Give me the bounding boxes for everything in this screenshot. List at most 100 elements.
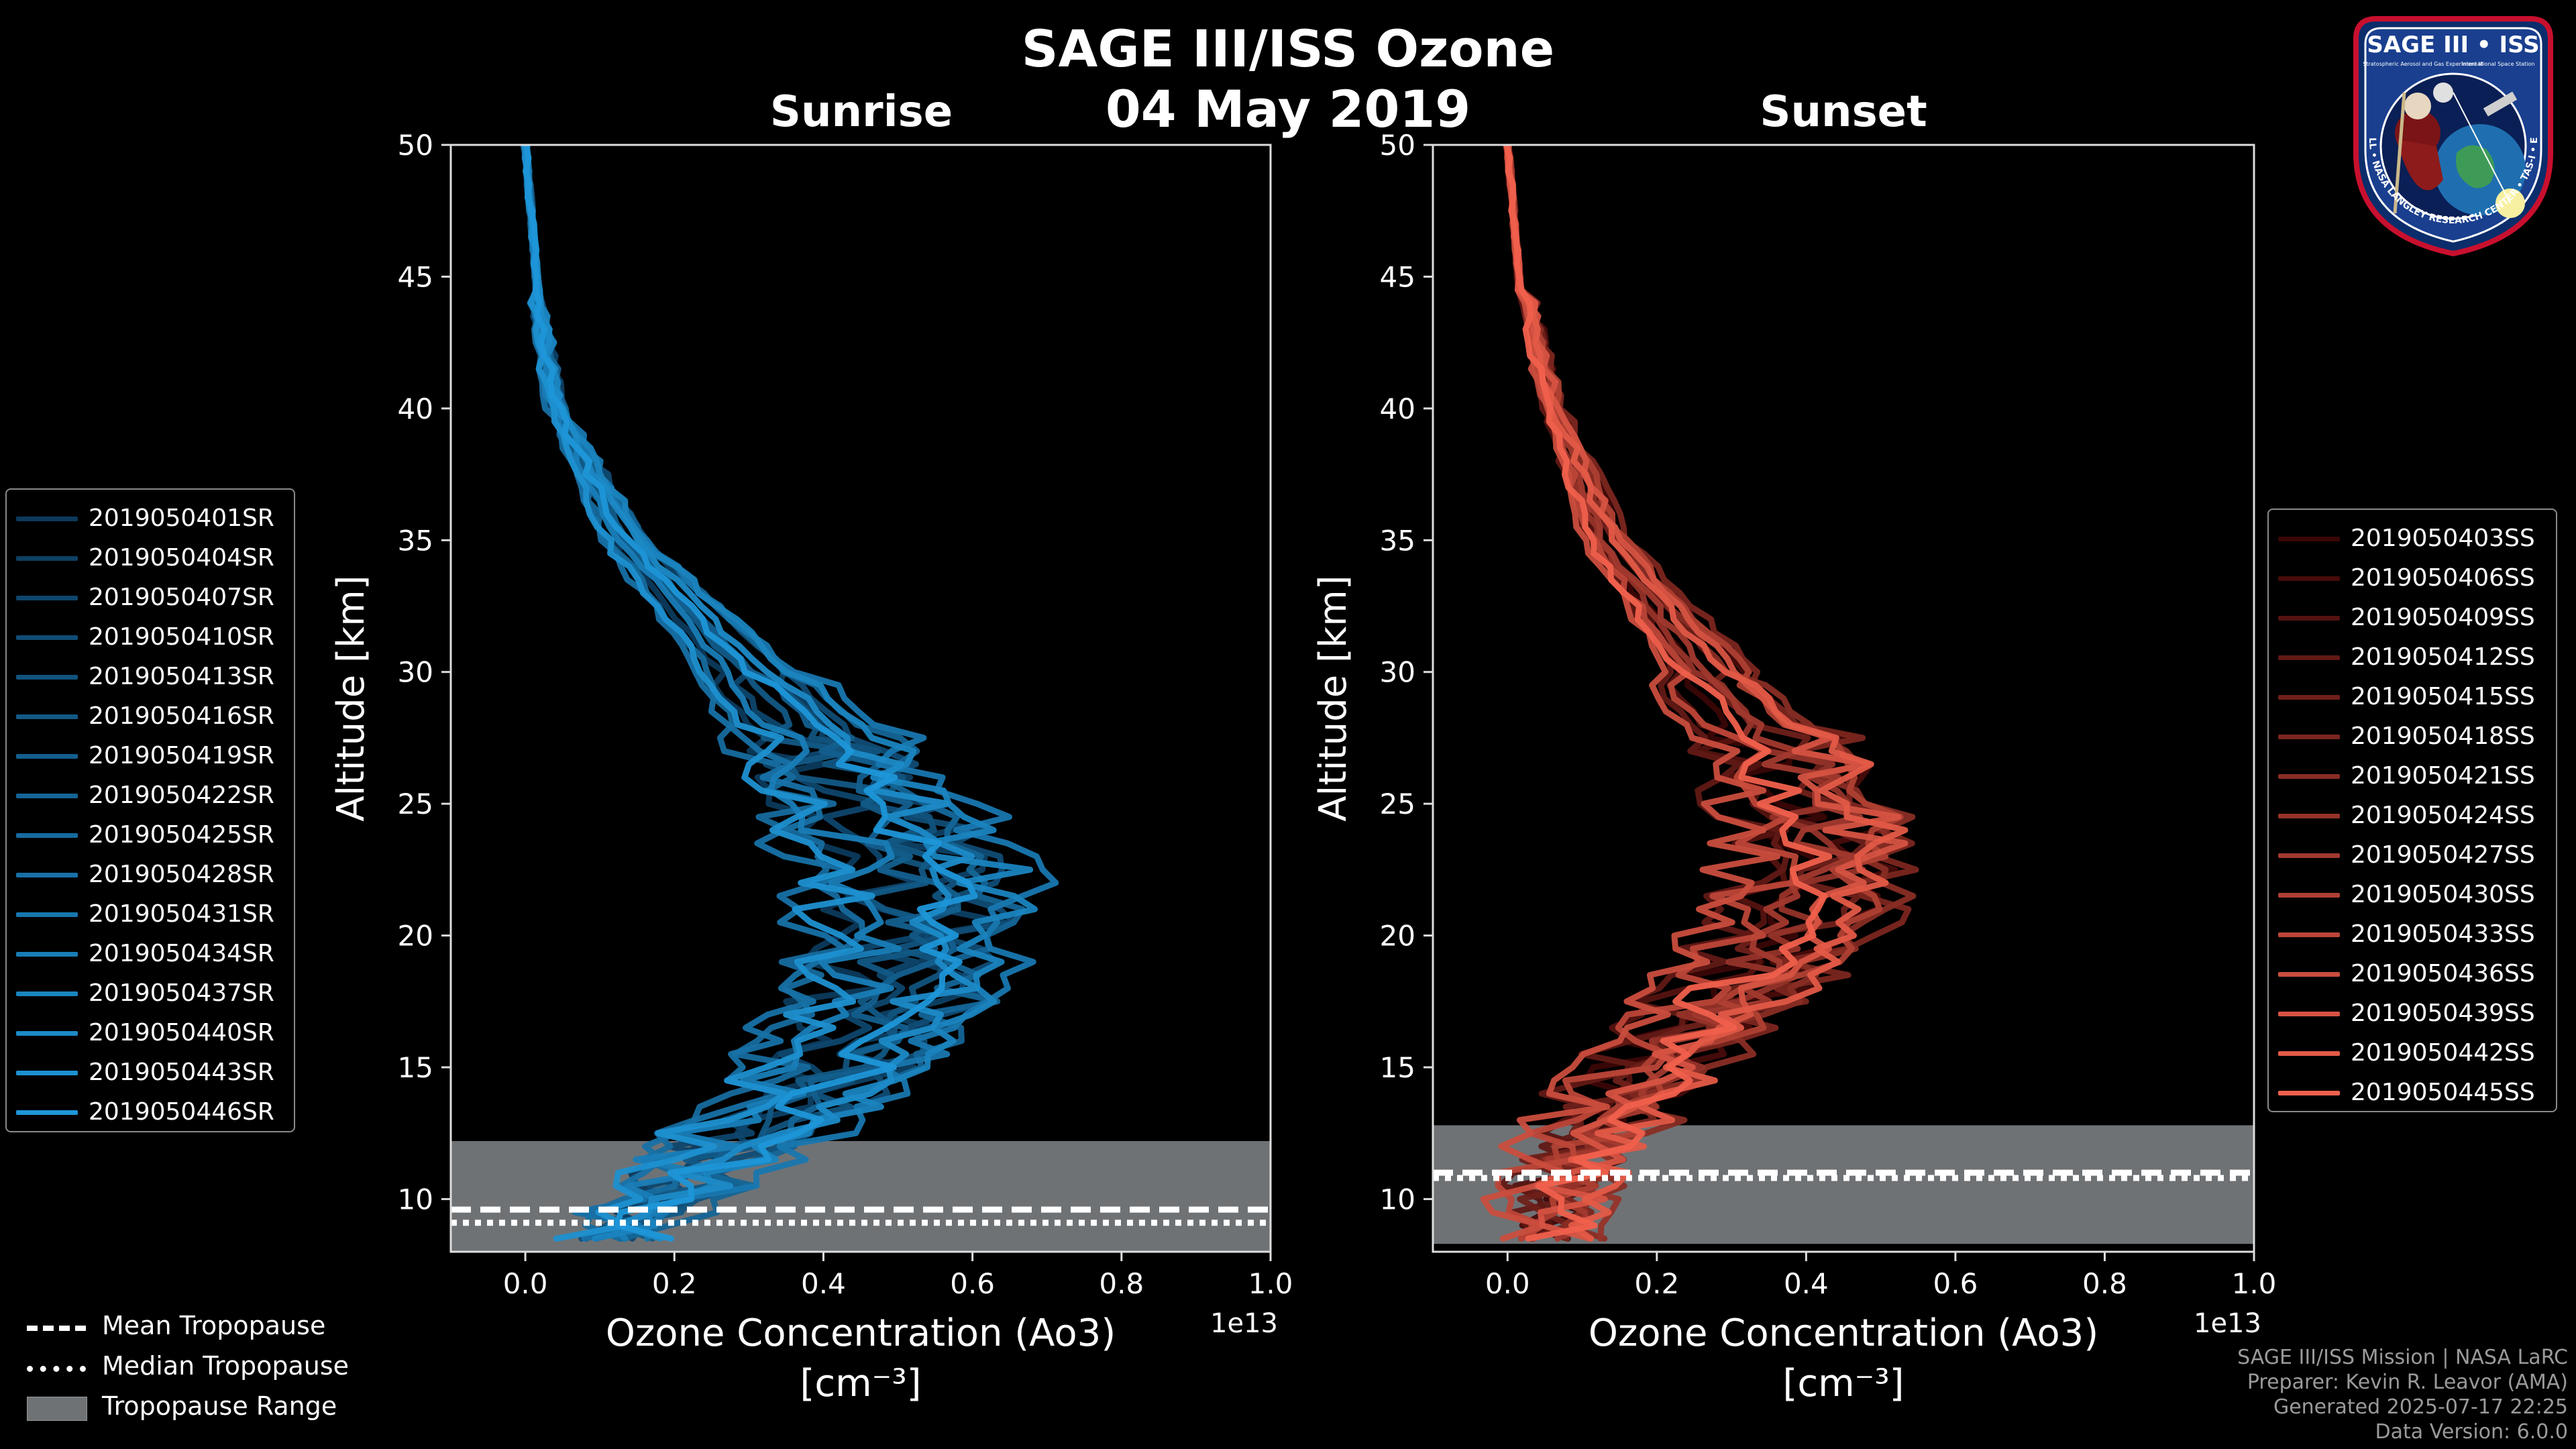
badge-partner: International Space Station (2462, 61, 2535, 67)
sunrise-profile-2019050443SR (521, 145, 875, 1242)
sunrise-legend-label: 2019050419SR (89, 742, 274, 769)
sunset-ytick-label: 45 (1380, 260, 1415, 293)
sunset-ytick-label: 30 (1380, 656, 1415, 689)
footer-version: Data Version: 6.0.0 (2375, 1420, 2568, 1444)
sunrise-xtick-label: 0.6 (950, 1267, 995, 1300)
sunrise-profile-2019050440SR (521, 145, 980, 1242)
sunrise-title: Sunrise (769, 87, 953, 137)
sunrise-legend-label: 2019050422SR (89, 782, 274, 809)
sunset-ylabel: Altitude [km] (1311, 575, 1355, 821)
main-date: 04 May 2019 (1105, 79, 1471, 139)
tropopause-legend: Mean Tropopause Median Tropopause Tropop… (20, 1308, 396, 1429)
sunrise-legend-swatch (16, 556, 78, 561)
sunrise-legend-label: 2019050428SR (89, 861, 274, 888)
sunset-legend-label: 2019050430SS (2351, 881, 2535, 908)
sunset-legend-label: 2019050418SS (2351, 722, 2535, 750)
sunset-legend-label: 2019050403SS (2351, 525, 2535, 552)
sunrise-legend-label: 2019050404SR (89, 544, 274, 572)
sunset-legend-label: 2019050406SS (2351, 564, 2535, 592)
sunrise-legend-swatch (16, 912, 78, 917)
sunset-xtick-label: 0.2 (1634, 1267, 1679, 1300)
footer-mission: SAGE III/ISS Mission | NASA LaRC (2237, 1346, 2568, 1369)
sunrise-xtick-label: 0.8 (1099, 1267, 1144, 1300)
footer-credits: SAGE III/ISS Mission | NASA LaRC Prepare… (2237, 1345, 2568, 1444)
sunrise-legend-label: 2019050416SR (89, 702, 274, 730)
sunrise-legend-swatch (16, 1031, 78, 1036)
sunset-legend-swatch (2278, 537, 2340, 541)
sunrise-ytick-label: 30 (398, 656, 433, 689)
sunset-x-multiplier: 1e13 (2194, 1308, 2261, 1339)
sunrise-ytick-label: 25 (398, 788, 433, 820)
sunrise-x-multiplier: 1e13 (1210, 1308, 1278, 1339)
sunrise-xtick-label: 0.0 (503, 1267, 548, 1300)
sunset-xtick-label: 0.4 (1784, 1267, 1829, 1300)
sunset-legend-swatch (2278, 972, 2340, 977)
sunset-ytick-label: 20 (1380, 920, 1415, 953)
mean-tropopause-label: Mean Tropopause (102, 1311, 326, 1340)
sage-mission-badge: SAGE III • ISS Stratospheric Aerosol and… (2343, 12, 2553, 257)
sunset-legend: 2019050403SS 2019050406SS 2019050409SS 2019… (2267, 508, 2557, 1112)
sunrise-ytick-label: 40 (398, 392, 433, 425)
sunrise-xlabel: Ozone Concentration (Ao3) (606, 1311, 1116, 1355)
main-title: SAGE III/ISS Ozone (1021, 19, 1555, 78)
sunrise-ylabel: Altitude [km] (329, 575, 373, 821)
sunset-profile-2019050409SS (1503, 145, 1790, 1242)
sunrise-legend-swatch (16, 1110, 78, 1115)
sunset-ytick-label: 40 (1380, 392, 1415, 425)
sunset-legend-swatch (2278, 695, 2340, 700)
sunrise-legend-swatch (16, 873, 78, 877)
sunset-legend-swatch (2278, 774, 2340, 779)
sunset-legend-swatch (2278, 1012, 2340, 1016)
sunrise-legend-label: 2019050440SR (89, 1019, 274, 1046)
sunset-legend-label: 2019050436SS (2351, 960, 2535, 987)
sunrise-legend-swatch (16, 517, 78, 521)
median-tropopause-label: Median Tropopause (102, 1351, 349, 1381)
sunset-title: Sunset (1760, 87, 1927, 137)
sunset-legend-label: 2019050439SS (2351, 1000, 2535, 1027)
sunrise-legend-label: 2019050446SR (89, 1098, 274, 1126)
sunrise-plot: 0.0 0.2 0.4 0.6 0.8 1.0 10 15 20 25 30 35 40 45 50 1e13… (329, 129, 1293, 1405)
sunset-legend-label: 2019050421SS (2351, 762, 2535, 790)
sunrise-legend-label: 2019050434SR (89, 940, 274, 967)
footer-preparer: Preparer: Kevin R. Leavor (AMA) (2247, 1371, 2568, 1394)
sunrise-ytick-label: 15 (398, 1051, 433, 1084)
moon-icon (2433, 83, 2453, 103)
sunrise-legend-label: 2019050413SR (89, 663, 274, 690)
footer-generated: Generated 2025-07-17 22:25 (2273, 1395, 2568, 1419)
iss-icon (2483, 91, 2518, 117)
sunrise-legend-label: 2019050410SR (89, 623, 274, 651)
sunset-legend-label: 2019050412SS (2351, 643, 2535, 671)
sunrise-legend-label: 2019050425SR (89, 821, 274, 849)
badge-subtitle: Stratospheric Aerosol and Gas Experiment… (2363, 61, 2483, 67)
sunset-legend-swatch (2278, 853, 2340, 858)
tropopause-range-swatch (27, 1397, 87, 1421)
sunrise-xtick-label: 0.4 (801, 1267, 846, 1300)
sunrise-legend: 2019050401SR 2019050404SR 2019050407SR 2019… (5, 488, 295, 1132)
sunset-legend-label: 2019050445SS (2351, 1079, 2535, 1106)
sunrise-legend-swatch (16, 754, 78, 759)
sunset-legend-label: 2019050433SS (2351, 920, 2535, 948)
sunset-legend-swatch (2278, 932, 2340, 937)
sunset-xunit: [cm⁻³] (1782, 1362, 1904, 1405)
sunrise-legend-label: 2019050401SR (89, 504, 274, 532)
sunset-xtick-label: 0.6 (1933, 1267, 1978, 1300)
sunrise-profile-2019050446SR (523, 145, 978, 1242)
mean-tropopause-swatch (27, 1326, 86, 1331)
sunset-plot: 0.0 0.2 0.4 0.6 0.8 1.0 10 15 20 25 30 35 40 45 50 1e13… (1311, 129, 2276, 1405)
sunrise-profiles (520, 145, 1059, 1242)
sunset-xlabel: Ozone Concentration (Ao3) (1589, 1311, 2098, 1355)
sunset-legend-swatch (2278, 735, 2340, 739)
sunset-legend-swatch (2278, 576, 2340, 581)
sunrise-legend-swatch (16, 991, 78, 996)
sunrise-legend-swatch (16, 794, 78, 798)
sunrise-xunit: [cm⁻³] (800, 1362, 921, 1405)
sunrise-ytick-label: 45 (398, 260, 433, 293)
sunrise-legend-label: 2019050437SR (89, 979, 274, 1007)
tropopause-range-label: Tropopause Range (102, 1391, 337, 1421)
sunset-ytick-label: 25 (1380, 788, 1415, 820)
sunset-xtick-label: 0.8 (2082, 1267, 2127, 1300)
sunset-legend-swatch (2278, 1051, 2340, 1056)
sunrise-legend-swatch (16, 833, 78, 838)
sunrise-xtick-label: 1.0 (1248, 1267, 1293, 1300)
sunrise-ytick-label: 50 (398, 129, 433, 162)
